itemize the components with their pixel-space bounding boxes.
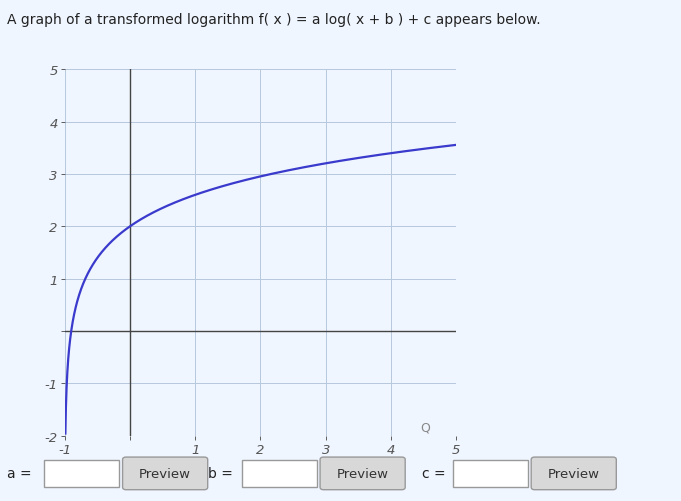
- Text: Q: Q: [421, 420, 430, 433]
- Text: Preview: Preview: [548, 467, 600, 480]
- Text: c =: c =: [422, 466, 446, 480]
- Text: a =: a =: [7, 466, 31, 480]
- Text: b =: b =: [208, 466, 233, 480]
- Text: A graph of a transformed logarithm f( x ) = a log( x + b ) + c appears below.: A graph of a transformed logarithm f( x …: [7, 13, 541, 27]
- Text: Preview: Preview: [139, 467, 191, 480]
- Text: Preview: Preview: [336, 467, 389, 480]
